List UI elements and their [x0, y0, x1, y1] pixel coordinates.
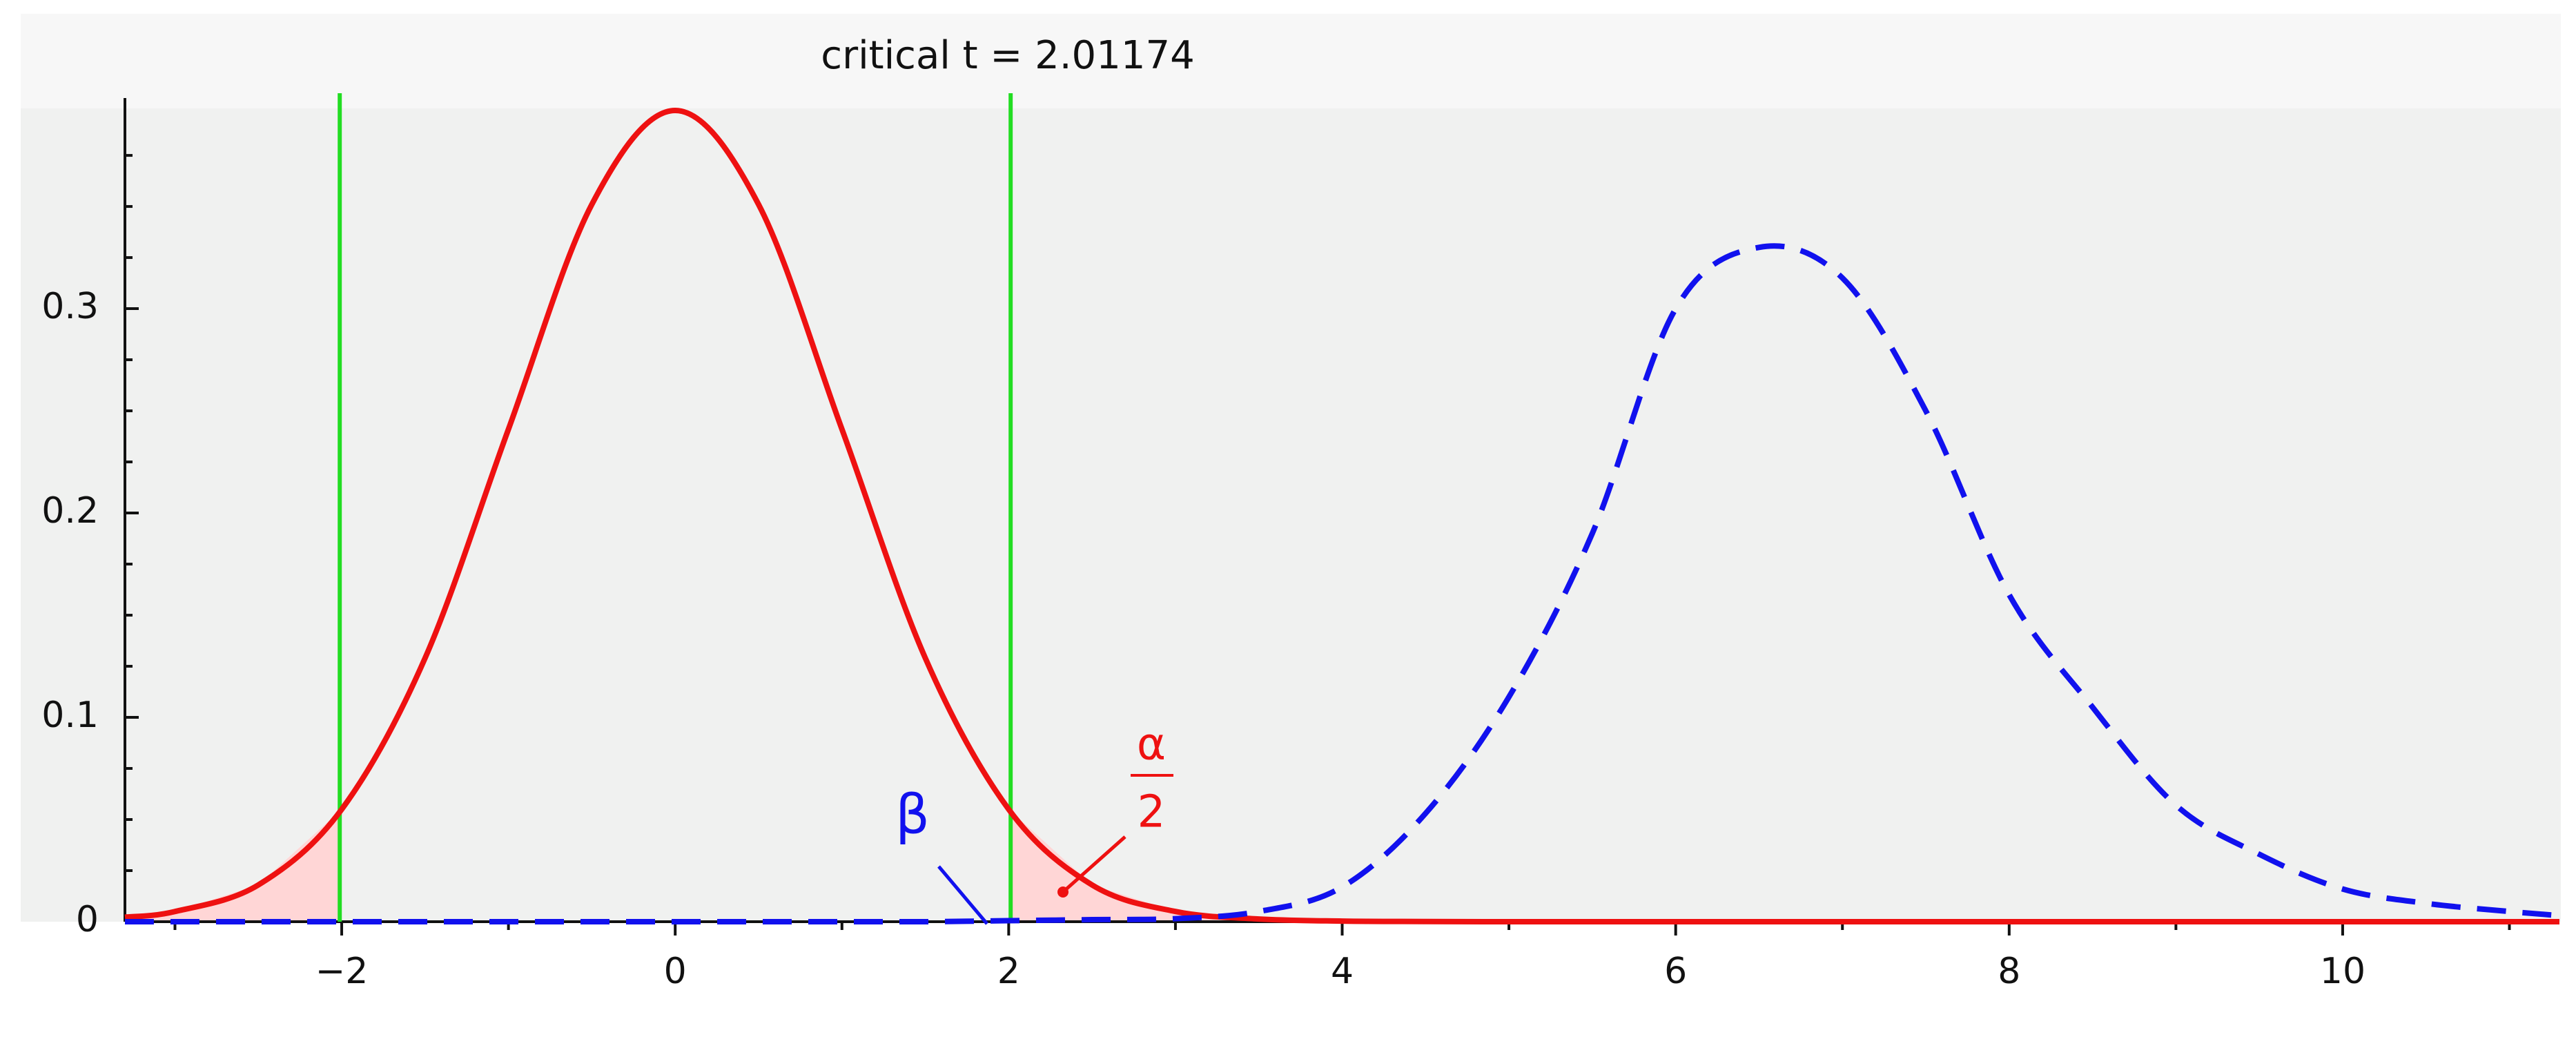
- header-background: [21, 14, 2561, 108]
- y-tick-label: 0: [76, 899, 99, 940]
- curve: [124, 107, 2559, 925]
- x-tick-label: 0: [664, 951, 687, 992]
- y-tick-label: 0.3: [41, 286, 99, 327]
- x-tick-label: 2: [997, 951, 1020, 992]
- two-label: 2: [1138, 787, 1166, 838]
- chart-title: critical t = 2.01174: [821, 33, 1194, 78]
- x-tick-label: 4: [1331, 951, 1354, 992]
- x-tick-label: 8: [1998, 951, 2020, 992]
- alpha-label: α: [1137, 719, 1166, 771]
- x-tick-label: −2: [315, 951, 369, 992]
- alpha-leader: [1062, 835, 1126, 893]
- curve: [125, 243, 2560, 925]
- x-tick-label: 6: [1664, 951, 1687, 992]
- y-tick-label: 0.1: [41, 695, 99, 736]
- plot-background: [21, 14, 2561, 922]
- beta-leader: [937, 865, 988, 925]
- alpha-dot: [1057, 886, 1069, 898]
- beta-label: β: [895, 784, 930, 846]
- tail-area: [125, 811, 340, 922]
- x-tick-label: 10: [2320, 951, 2365, 992]
- y-tick-label: 0.2: [41, 490, 99, 532]
